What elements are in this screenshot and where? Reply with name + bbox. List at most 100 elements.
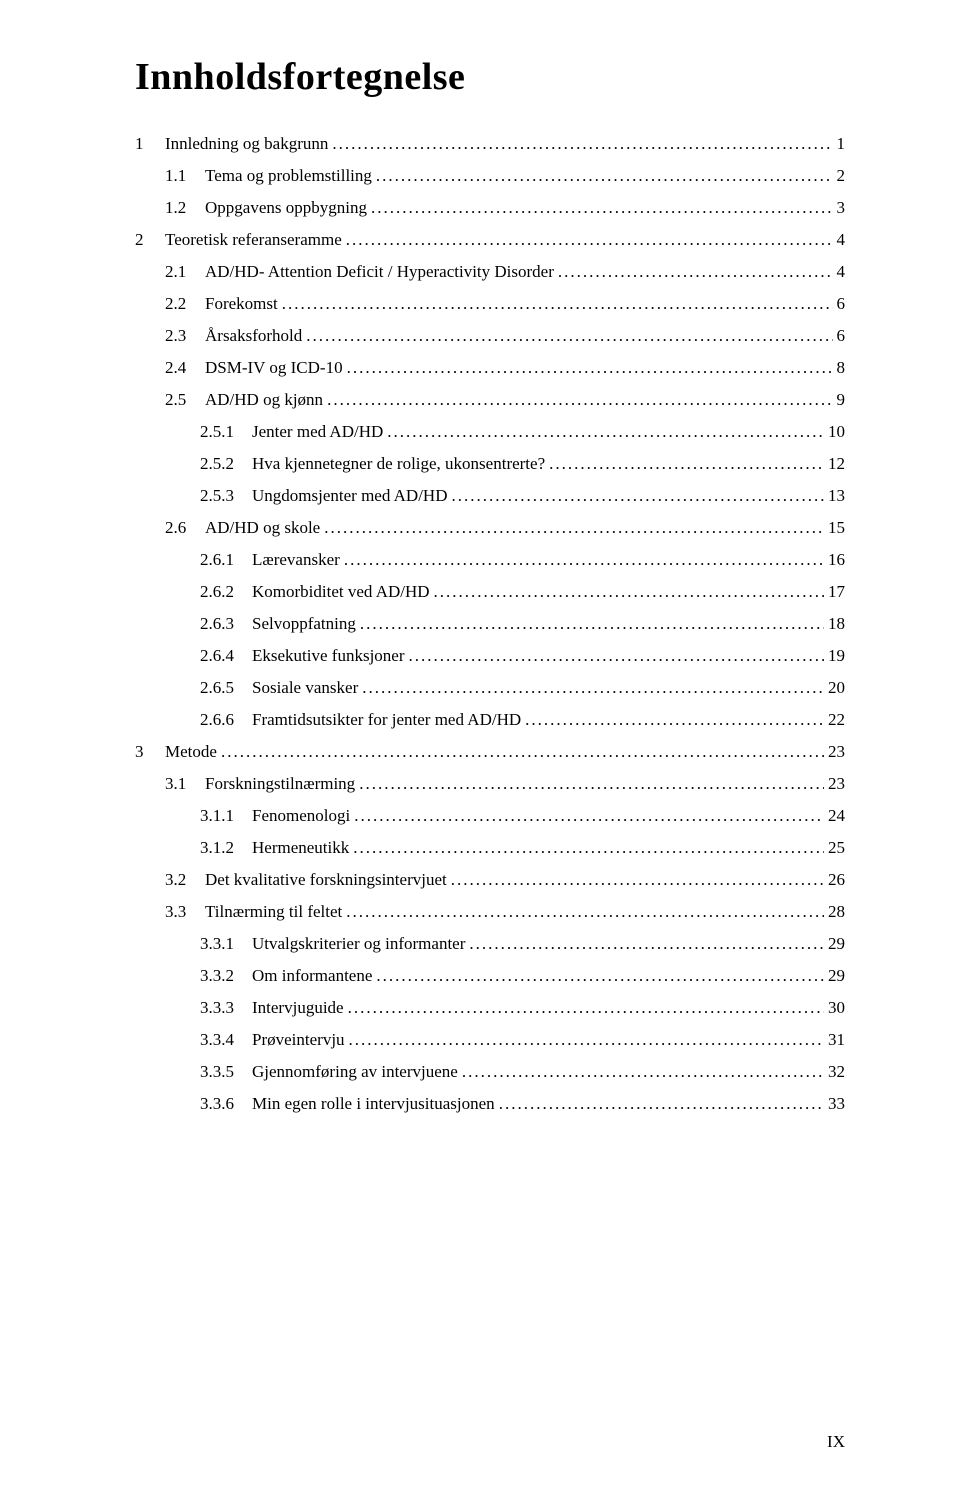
- toc-entry-number: 2.6.4: [200, 643, 252, 669]
- toc-entry-label: Om informantene: [252, 963, 376, 989]
- page-title: Innholdsfortegnelse: [135, 55, 845, 99]
- toc-entry: 2Teoretisk referanseramme4: [135, 227, 845, 253]
- toc-entry-number: 3.3.5: [200, 1059, 252, 1085]
- toc-leader-dots: [349, 1027, 824, 1053]
- toc-entry-label: Utvalgskriterier og informanter: [252, 931, 469, 957]
- toc-entry: 3Metode23: [135, 739, 845, 765]
- toc-leader-dots: [558, 259, 833, 285]
- toc-leader-dots: [376, 963, 824, 989]
- toc-entry-label: Hermeneutikk: [252, 835, 353, 861]
- toc-entry-number: 2.6.2: [200, 579, 252, 605]
- toc-entry: 3.3.4Prøveintervju31: [135, 1027, 845, 1053]
- toc-entry-number: 3.1.1: [200, 803, 252, 829]
- toc-leader-dots: [371, 195, 833, 221]
- toc-entry-page: 2: [833, 163, 846, 189]
- toc-entry-page: 23: [824, 739, 845, 765]
- toc-entry-page: 3: [833, 195, 846, 221]
- toc-entry: 2.6.5Sosiale vansker20: [135, 675, 845, 701]
- toc-entry: 2.2Forekomst6: [135, 291, 845, 317]
- toc-entry-page: 16: [824, 547, 845, 573]
- toc-leader-dots: [451, 867, 824, 893]
- toc-entry-label: Prøveintervju: [252, 1027, 349, 1053]
- toc-entry-number: 3.3: [165, 899, 205, 925]
- toc-leader-dots: [409, 643, 825, 669]
- toc-entry-page: 4: [833, 227, 846, 253]
- toc-entry: 2.5.3Ungdomsjenter med AD/HD13: [135, 483, 845, 509]
- toc-entry-page: 8: [833, 355, 846, 381]
- toc-entry-label: Oppgavens oppbygning: [205, 195, 371, 221]
- toc-entry-label: Min egen rolle i intervjusituasjonen: [252, 1091, 499, 1117]
- toc-entry: 3.1Forskningstilnærming23: [135, 771, 845, 797]
- toc-entry-label: Forskningstilnærming: [205, 771, 359, 797]
- toc-entry-label: Gjennomføring av intervjuene: [252, 1059, 462, 1085]
- toc-entry-page: 31: [824, 1027, 845, 1053]
- toc-entry-page: 24: [824, 803, 845, 829]
- toc-entry-number: 2.6.5: [200, 675, 252, 701]
- toc-entry-number: 2.2: [165, 291, 205, 317]
- toc-entry-label: Jenter med AD/HD: [252, 419, 387, 445]
- toc-entry-label: AD/HD og kjønn: [205, 387, 327, 413]
- toc-entry: 2.6.2Komorbiditet ved AD/HD17: [135, 579, 845, 605]
- toc-entry-page: 12: [824, 451, 845, 477]
- toc-leader-dots: [344, 547, 824, 573]
- toc-entry-page: 28: [824, 899, 845, 925]
- toc-entry: 2.6AD/HD og skole15: [135, 515, 845, 541]
- toc-leader-dots: [499, 1091, 824, 1117]
- toc-leader-dots: [462, 1059, 824, 1085]
- toc-entry-label: Framtidsutsikter for jenter med AD/HD: [252, 707, 525, 733]
- toc-entry: 1.1Tema og problemstilling 2: [135, 163, 845, 189]
- toc-entry-number: 3.3.3: [200, 995, 252, 1021]
- toc-entry: 3.1.2Hermeneutikk 25: [135, 835, 845, 861]
- toc-entry-number: 3.1.2: [200, 835, 252, 861]
- toc-leader-dots: [360, 611, 824, 637]
- toc-entry: 2.5AD/HD og kjønn9: [135, 387, 845, 413]
- toc-entry-number: 3.3.1: [200, 931, 252, 957]
- toc-entry: 3.2Det kvalitative forskningsintervjuet2…: [135, 867, 845, 893]
- toc-entry: 3.3Tilnærming til feltet28: [135, 899, 845, 925]
- toc-entry-page: 25: [824, 835, 845, 861]
- toc-leader-dots: [549, 451, 824, 477]
- toc-entry-number: 2: [135, 227, 165, 253]
- toc-entry: 3.3.6Min egen rolle i intervjusituasjone…: [135, 1091, 845, 1117]
- toc-leader-dots: [354, 803, 824, 829]
- toc-entry-page: 19: [824, 643, 845, 669]
- toc-entry: 3.3.1Utvalgskriterier og informanter 29: [135, 931, 845, 957]
- toc-leader-dots: [282, 291, 833, 317]
- toc-leader-dots: [327, 387, 832, 413]
- toc-leader-dots: [451, 483, 824, 509]
- toc-entry: 3.1.1Fenomenologi24: [135, 803, 845, 829]
- toc-entry: 2.4DSM-IV og ICD-108: [135, 355, 845, 381]
- toc-leader-dots: [362, 675, 824, 701]
- toc-leader-dots: [469, 931, 824, 957]
- toc-entry-page: 33: [824, 1091, 845, 1117]
- toc-entry: 2.6.1Lærevansker16: [135, 547, 845, 573]
- toc-leader-dots: [348, 995, 824, 1021]
- toc-entry-page: 29: [824, 963, 845, 989]
- toc-entry-page: 15: [824, 515, 845, 541]
- toc-entry-page: 10: [824, 419, 845, 445]
- toc-entry-label: Tema og problemstilling: [205, 163, 376, 189]
- toc-entry-number: 2.6.6: [200, 707, 252, 733]
- toc-entry-label: Forekomst: [205, 291, 282, 317]
- toc-entry-number: 1.1: [165, 163, 205, 189]
- toc-entry-label: Komorbiditet ved AD/HD: [252, 579, 434, 605]
- toc-entry: 2.6.3Selvoppfatning18: [135, 611, 845, 637]
- toc-leader-dots: [376, 163, 833, 189]
- toc-entry-number: 2.1: [165, 259, 205, 285]
- toc-leader-dots: [359, 771, 824, 797]
- toc-entry-page: 29: [824, 931, 845, 957]
- toc-entry-page: 1: [833, 131, 846, 157]
- toc-leader-dots: [525, 707, 824, 733]
- toc-entry: 3.3.2Om informantene 29: [135, 963, 845, 989]
- toc-entry-label: Årsaksforhold: [205, 323, 306, 349]
- toc-entry-label: DSM-IV og ICD-10: [205, 355, 347, 381]
- toc-entry-label: Metode: [165, 739, 221, 765]
- toc-leader-dots: [434, 579, 824, 605]
- toc-entry-number: 2.6: [165, 515, 205, 541]
- toc-leader-dots: [347, 355, 833, 381]
- toc-entry: 3.3.5Gjennomføring av intervjuene32: [135, 1059, 845, 1085]
- toc-entry-number: 1: [135, 131, 165, 157]
- toc-entry-label: Det kvalitative forskningsintervjuet: [205, 867, 451, 893]
- toc-entry-number: 3.3.2: [200, 963, 252, 989]
- toc-entry-label: Eksekutive funksjoner: [252, 643, 409, 669]
